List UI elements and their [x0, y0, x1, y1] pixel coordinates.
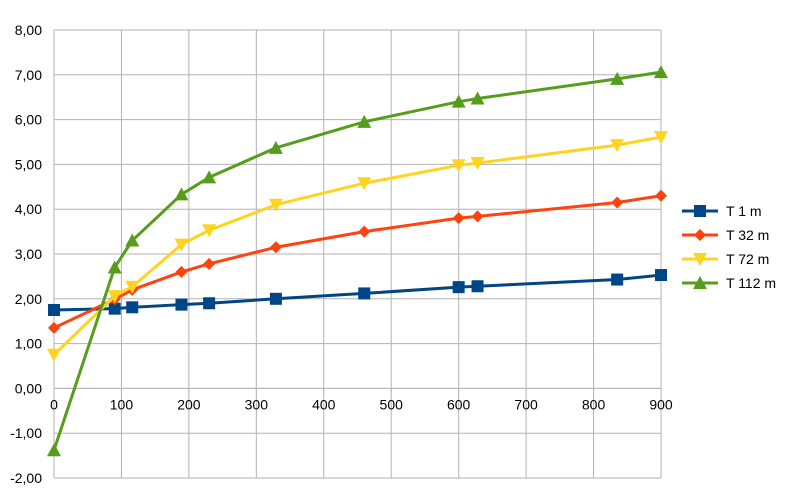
x-tick-label: 200 — [177, 396, 201, 412]
x-tick-label: 700 — [514, 396, 538, 412]
data-point — [470, 91, 485, 105]
data-point — [107, 290, 122, 304]
y-tick-label: 4,00 — [15, 201, 42, 217]
data-point — [357, 114, 372, 128]
data-point — [357, 177, 372, 191]
y-tick-label: 5,00 — [15, 156, 42, 172]
data-point — [48, 321, 60, 334]
axes — [53, 387, 662, 394]
legend-entry: T 1 m — [682, 203, 762, 219]
data-point — [126, 301, 139, 314]
x-tick-label: 400 — [312, 396, 336, 412]
data-point — [268, 140, 283, 154]
legend-label: T 112 m — [726, 275, 776, 291]
y-tick-label: 6,00 — [15, 112, 42, 128]
legend-label: T 1 m — [726, 203, 762, 219]
data-point — [655, 269, 667, 282]
series-1 — [48, 269, 667, 316]
x-tick-label: 0 — [50, 396, 58, 412]
legend: T 1 m T 32 m T 72 m T 112 m — [682, 203, 776, 291]
data-point — [269, 292, 282, 305]
series-4 — [47, 65, 668, 457]
legend-marker — [693, 276, 707, 289]
y-tick-label: 0,00 — [15, 380, 42, 396]
series-line — [52, 135, 662, 356]
data-point — [451, 159, 466, 173]
data-point — [203, 257, 216, 270]
data-point — [174, 187, 189, 201]
data-point — [611, 273, 624, 286]
data-point — [654, 65, 668, 79]
gridlines — [53, 29, 662, 479]
legend-marker — [694, 229, 706, 241]
series-line — [52, 70, 662, 451]
legend-marker — [693, 253, 707, 266]
legend-entry: T 72 m — [682, 251, 769, 267]
data-point — [655, 189, 667, 202]
x-tick-label: 900 — [649, 396, 673, 412]
x-tick-label: 100 — [110, 396, 134, 412]
data-point — [268, 198, 283, 212]
data-point — [654, 131, 668, 145]
data-point — [470, 157, 485, 171]
data-point — [202, 170, 217, 184]
data-point — [358, 287, 371, 300]
y-tick-label: 8,00 — [15, 22, 42, 38]
series-2 — [48, 189, 667, 334]
data-point — [451, 94, 466, 108]
data-point — [174, 238, 189, 252]
y-tick-label: 2,00 — [15, 291, 42, 307]
data-point — [108, 302, 121, 315]
data-point — [611, 196, 624, 209]
y-tick-label: -1,00 — [10, 425, 42, 441]
legend-label: T 32 m — [726, 227, 769, 243]
legend-entry: T 112 m — [682, 275, 776, 291]
data-point — [610, 139, 625, 153]
data-point — [269, 241, 282, 254]
data-point — [358, 225, 371, 238]
data-point — [47, 443, 61, 457]
x-tick-label: 300 — [245, 396, 269, 412]
data-point — [610, 71, 625, 85]
x-tick-label: 800 — [582, 396, 606, 412]
x-axis-tick-labels: 0 100 200 300 400 500 600 700 800 900 — [50, 396, 673, 412]
data-point — [125, 233, 140, 247]
y-tick-label: 3,00 — [15, 246, 42, 262]
data-point — [471, 210, 484, 223]
data-point — [452, 212, 465, 225]
data-point — [471, 280, 484, 293]
data-point — [452, 281, 465, 294]
x-tick-label: 500 — [380, 396, 404, 412]
data-point — [47, 348, 61, 362]
legend-entry: T 32 m — [682, 227, 769, 243]
y-axis-tick-labels: 8,00 7,00 6,00 5,00 4,00 3,00 2,00 1,00 0,00 -1,0… — [10, 22, 42, 486]
data-point — [203, 297, 216, 310]
legend-marker — [694, 205, 706, 217]
data-series — [47, 65, 668, 457]
data-point — [175, 265, 188, 278]
y-tick-label: -2,00 — [10, 470, 42, 486]
y-tick-label: 1,00 — [15, 336, 42, 352]
data-point — [107, 260, 122, 274]
data-point — [125, 280, 140, 294]
data-point — [175, 298, 188, 311]
series-line — [53, 273, 662, 312]
series-3 — [47, 131, 668, 362]
data-point — [202, 224, 217, 238]
data-point — [48, 304, 60, 316]
x-tick-label: 600 — [447, 396, 471, 412]
y-tick-label: 7,00 — [15, 67, 42, 83]
legend-label: T 72 m — [726, 251, 769, 267]
